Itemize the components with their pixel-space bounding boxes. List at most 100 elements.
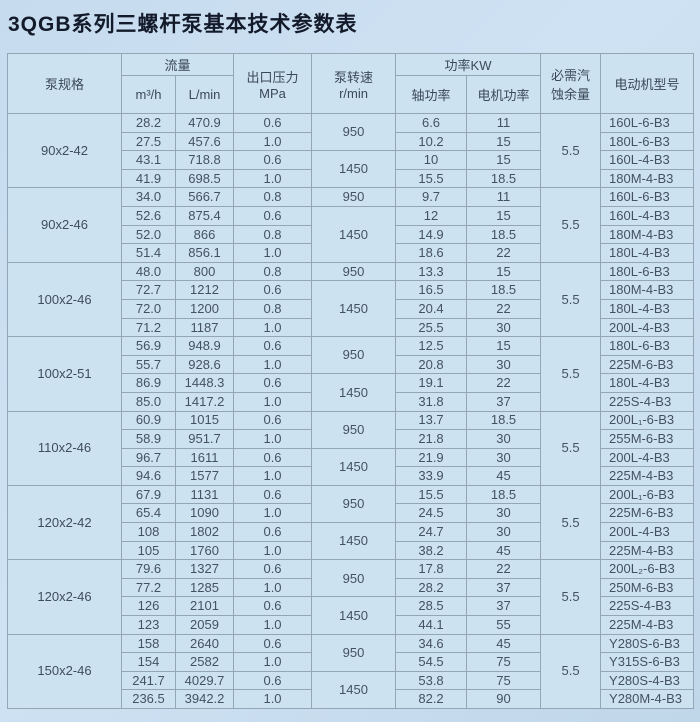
flow-m3h-cell: 79.6 <box>121 559 176 579</box>
shaft-power-cell: 24.5 <box>395 503 468 524</box>
pump-speed-cell: 950 <box>311 112 397 152</box>
flow-m3h-cell: 154 <box>121 652 176 672</box>
outlet-pressure-cell: 1.0 <box>233 466 313 486</box>
table-body: 90x2-42 28.2 470.9 0.6 950 6.6 11 5.5 160L-6-B3 2… <box>7 112 695 710</box>
npsh-cell: 5.5 <box>540 112 602 189</box>
motor-power-cell: 18.5 <box>466 168 542 189</box>
motor-power-cell: 11 <box>466 187 542 207</box>
flow-lmin-cell: 718.8 <box>174 150 235 170</box>
table-row: 55.7 928.6 1.0 20.8 30 225M-6-B3 <box>8 354 695 375</box>
flow-lmin-cell: 1417.2 <box>174 391 235 412</box>
flow-m3h-cell: 71.2 <box>121 317 176 338</box>
motor-power-cell: 18.5 <box>466 410 542 431</box>
table-row: 71.2 1187 1.0 25.5 30 200L-4-B3 <box>8 317 695 338</box>
flow-lmin-cell: 1090 <box>174 503 235 524</box>
header-flow-lmin: L/min <box>174 75 235 114</box>
shaft-power-cell: 20.8 <box>395 354 468 375</box>
shaft-power-cell: 15.5 <box>395 168 468 189</box>
table-row: 100x2-46 48.0 800 0.8 950 13.3 15 5.5 180L-6-B3 <box>7 261 695 338</box>
motor-power-cell: 30 <box>466 354 542 375</box>
outlet-pressure-cell: 1.0 <box>233 689 313 709</box>
flow-lmin-cell: 1200 <box>174 298 235 319</box>
flow-lmin-cell: 1448.3 <box>174 373 235 393</box>
motor-power-cell: 45 <box>466 540 542 561</box>
pump-parameters-table: 泵规格 流量 出口压力 MPa 泵转速 r/min 功率KW 必需汽 蚀余量 电… <box>7 53 695 710</box>
outlet-pressure-cell: 0.6 <box>233 596 313 617</box>
motor-power-cell: 15 <box>466 131 542 152</box>
motor-model-cell: 180M-4-B3 <box>600 168 695 189</box>
outlet-pressure-cell: 0.8 <box>233 187 313 207</box>
table-row: 150x2-46 158 2640 0.6 950 34.6 45 5.5 Y280S-6-B3 <box>7 633 695 710</box>
header-flow-m3h: m³/h <box>121 75 176 114</box>
motor-power-cell: 30 <box>466 429 542 449</box>
header-row-2: m³/h L/min 轴功率 电机功率 <box>8 75 694 114</box>
pump-speed-cell: 1450 <box>311 150 397 189</box>
outlet-pressure-cell: 0.6 <box>233 447 313 468</box>
table-row: 126 2101 0.6 1450 28.5 37 225S-4-B3 <box>8 596 695 635</box>
table-row: 105 1760 1.0 38.2 45 225M-4-B3 <box>8 540 695 561</box>
motor-power-cell: 15 <box>466 336 542 356</box>
motor-model-cell: 200L₂-6-B3 <box>600 559 695 579</box>
outlet-pressure-cell: 0.6 <box>233 410 313 431</box>
motor-power-cell: 30 <box>466 503 542 524</box>
flow-m3h-cell: 67.9 <box>121 484 176 505</box>
motor-model-cell: 160L-4-B3 <box>600 150 695 170</box>
motor-model-cell: 225M-6-B3 <box>600 354 695 375</box>
flow-m3h-cell: 56.9 <box>121 336 176 356</box>
motor-power-cell: 37 <box>466 577 542 598</box>
table-row: 236.5 3942.2 1.0 82.2 90 Y280M-4-B3 <box>8 689 695 709</box>
motor-power-cell: 22 <box>466 243 542 263</box>
motor-power-cell: 30 <box>466 522 542 542</box>
pump-speed-cell: 1450 <box>311 373 397 412</box>
motor-power-cell: 18.5 <box>466 484 542 505</box>
outlet-pressure-cell: 1.0 <box>233 615 313 635</box>
outlet-pressure-cell: 0.6 <box>233 280 313 300</box>
shaft-power-cell: 31.8 <box>395 391 468 412</box>
outlet-pressure-cell: 1.0 <box>233 168 313 189</box>
motor-model-cell: 160L-6-B3 <box>600 113 695 133</box>
shaft-power-cell: 10.2 <box>395 131 468 152</box>
table-row: 72.7 1212 0.6 1450 16.5 18.5 180M-4-B3 <box>8 280 695 338</box>
motor-model-cell: 255M-6-B3 <box>600 429 695 449</box>
motor-model-cell: 225M-4-B3 <box>600 615 695 635</box>
motor-model-cell: Y315S-6-B3 <box>600 652 695 672</box>
flow-m3h-cell: 85.0 <box>121 391 176 412</box>
pump-speed-cell: 1450 <box>311 280 397 338</box>
pump-spec-cell: 120x2-42 <box>7 484 122 561</box>
outlet-pressure-cell: 0.6 <box>233 484 313 505</box>
shaft-power-cell: 33.9 <box>395 466 468 486</box>
table-row: 65.4 1090 1.0 24.5 30 225M-6-B3 <box>8 503 695 524</box>
table-row: 120x2-42 67.9 1131 0.6 950 15.5 18.5 5.5 200L₁-6… <box>7 484 695 561</box>
outlet-pressure-cell: 0.6 <box>233 670 313 691</box>
shaft-power-cell: 38.2 <box>395 540 468 561</box>
header-flow: 流量 <box>120 53 235 76</box>
motor-power-cell: 45 <box>466 466 542 486</box>
flow-m3h-cell: 236.5 <box>121 689 176 709</box>
npsh-cell: 5.5 <box>540 187 602 263</box>
shaft-power-cell: 44.1 <box>395 615 468 635</box>
motor-model-cell: 200L-4-B3 <box>600 447 695 468</box>
motor-power-cell: 75 <box>466 652 542 672</box>
header-shaft-power: 轴功率 <box>395 75 468 114</box>
motor-model-cell: 180L-6-B3 <box>600 131 695 152</box>
motor-power-cell: 55 <box>466 615 542 635</box>
outlet-pressure-cell: 1.0 <box>233 540 313 561</box>
pump-speed-cell: 950 <box>311 336 397 375</box>
shaft-power-cell: 21.9 <box>395 447 468 468</box>
flow-m3h-cell: 27.5 <box>121 131 176 152</box>
motor-model-cell: Y280M-4-B3 <box>600 689 695 709</box>
motor-model-cell: 180M-4-B3 <box>600 224 695 245</box>
pump-spec-cell: 150x2-46 <box>7 633 122 710</box>
motor-model-cell: 180L-4-B3 <box>600 298 695 319</box>
outlet-pressure-cell: 0.8 <box>233 261 313 282</box>
flow-m3h-cell: 96.7 <box>121 447 176 468</box>
pump-speed-cell: 1450 <box>311 447 397 486</box>
table-row: 77.2 1285 1.0 28.2 37 250M-6-B3 <box>8 577 695 598</box>
pump-spec-cell: 90x2-42 <box>7 112 122 189</box>
pump-speed-cell: 950 <box>311 559 397 598</box>
motor-model-cell: 180M-4-B3 <box>600 280 695 300</box>
motor-power-cell: 30 <box>466 317 542 338</box>
flow-m3h-cell: 72.7 <box>121 280 176 300</box>
header-outlet-pressure: 出口压力 MPa <box>233 53 313 114</box>
shaft-power-cell: 17.8 <box>395 559 468 579</box>
